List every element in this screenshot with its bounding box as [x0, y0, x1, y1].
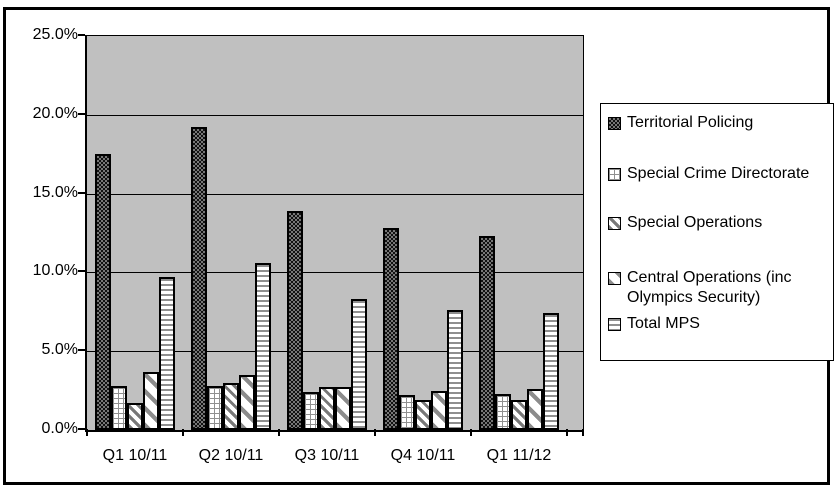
- bar: [159, 277, 175, 430]
- bar: [415, 400, 431, 430]
- gridline: [87, 272, 583, 273]
- bar: [431, 391, 447, 430]
- bar: [479, 236, 495, 430]
- x-axis-tick: [182, 429, 184, 436]
- plot-area: [85, 35, 584, 432]
- bar: [143, 372, 159, 430]
- bar: [239, 375, 255, 430]
- bar: [383, 228, 399, 430]
- y-axis-tick: [78, 428, 85, 430]
- bar: [527, 389, 543, 430]
- x-axis-tick: [86, 429, 88, 436]
- bar: [111, 386, 127, 430]
- legend-item: Total MPS: [608, 314, 829, 334]
- bar: [191, 127, 207, 430]
- legend-label: Special Operations: [627, 214, 763, 231]
- bar: [223, 383, 239, 430]
- legend-swatch: [608, 117, 621, 130]
- y-axis-label: 5.0%: [41, 341, 78, 358]
- legend-swatch: [608, 217, 621, 230]
- bar: [511, 400, 527, 430]
- gridline: [87, 194, 583, 195]
- y-axis-tick: [78, 192, 85, 194]
- bar: [255, 263, 271, 430]
- x-axis-tick: [278, 429, 280, 436]
- y-axis-label: 15.0%: [32, 184, 78, 201]
- x-axis-tick: [374, 429, 376, 436]
- bar: [127, 403, 143, 430]
- bar: [335, 387, 351, 430]
- legend-label: Central Operations (inc Olympics Securit…: [627, 269, 792, 306]
- legend-item: Central Operations (inc Olympics Securit…: [608, 268, 829, 308]
- y-axis-tick: [78, 270, 85, 272]
- y-axis-label: 10.0%: [32, 262, 78, 279]
- bar: [95, 154, 111, 430]
- x-axis-tick: [566, 429, 568, 436]
- x-axis-label: Q1 11/12: [486, 447, 552, 464]
- y-axis-label: 20.0%: [32, 105, 78, 122]
- legend-item: Special Crime Directorate: [608, 164, 829, 184]
- x-axis-label: Q1 10/11: [102, 447, 168, 464]
- x-axis-tick: [582, 429, 584, 436]
- legend-swatch: [608, 272, 621, 285]
- y-axis-tick: [78, 113, 85, 115]
- y-axis-label: 0.0%: [41, 420, 78, 437]
- bar: [495, 394, 511, 430]
- bar: [319, 387, 335, 430]
- legend-box: Territorial Policing Special Crime Direct…: [600, 103, 834, 361]
- bar: [287, 211, 303, 430]
- legend-label: Territorial Policing: [627, 114, 754, 131]
- x-axis-tick: [470, 429, 472, 436]
- legend-label: Total MPS: [627, 315, 700, 332]
- bar: [351, 299, 367, 430]
- y-axis-label: 25.0%: [32, 26, 78, 43]
- bar: [543, 313, 559, 430]
- x-axis-label: Q4 10/11: [390, 447, 456, 464]
- y-axis-tick: [78, 34, 85, 36]
- legend-item: Special Operations: [608, 213, 829, 233]
- legend-label: Special Crime Directorate: [627, 165, 810, 182]
- legend-swatch: [608, 168, 621, 181]
- bar: [399, 395, 415, 430]
- gridline: [87, 351, 583, 352]
- y-axis-tick: [78, 349, 85, 351]
- x-axis-label: Q2 10/11: [198, 447, 264, 464]
- legend-swatch: [608, 318, 621, 331]
- gridline: [87, 115, 583, 116]
- legend-item: Territorial Policing: [608, 113, 829, 133]
- x-axis-label: Q3 10/11: [294, 447, 360, 464]
- bar: [207, 386, 223, 430]
- bar: [303, 392, 319, 430]
- bar: [447, 310, 463, 430]
